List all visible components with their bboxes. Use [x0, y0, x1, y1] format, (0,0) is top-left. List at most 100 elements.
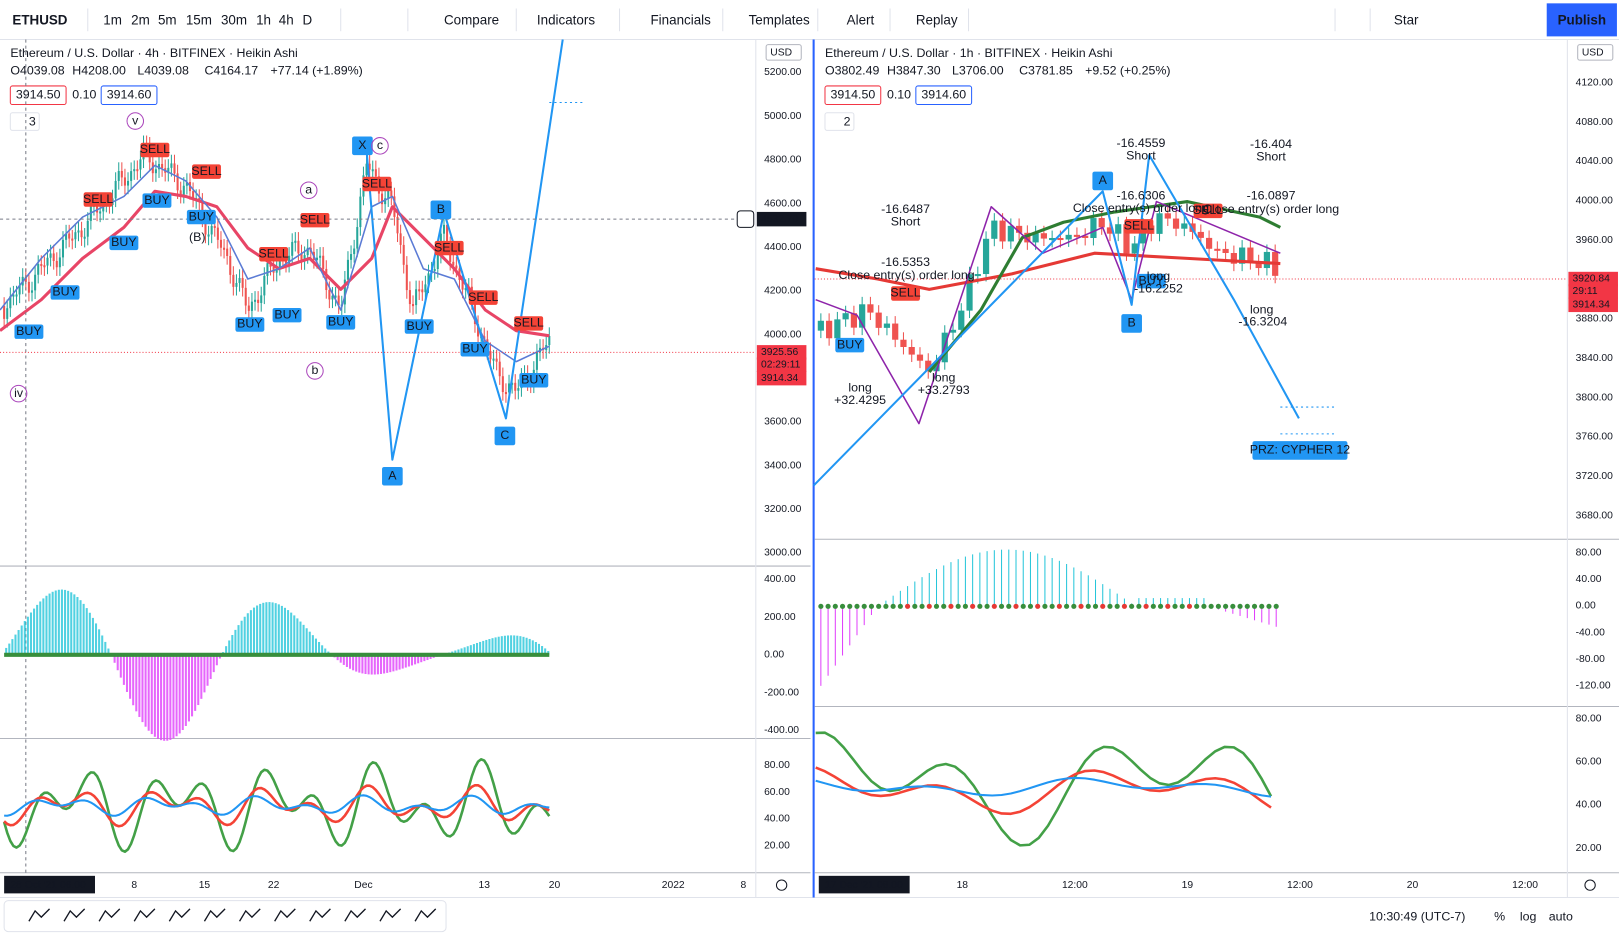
signal-dot	[839, 603, 846, 609]
histogram-bar	[277, 604, 280, 655]
bid-price[interactable]: 3914.50	[830, 88, 875, 102]
bid-price[interactable]: 3914.50	[16, 88, 61, 102]
sell-label: SELL	[514, 316, 544, 330]
time-tick: 8	[131, 880, 137, 891]
time-start: 17 Dec '21 08:00	[825, 880, 903, 891]
tool-icon[interactable]	[203, 908, 226, 922]
tool-icon[interactable]	[309, 908, 331, 922]
histogram-bar	[138, 654, 141, 717]
sell-label-bg	[140, 142, 170, 158]
interval[interactable]: 15m	[186, 12, 212, 27]
price-tick: 4080.00	[1576, 117, 1614, 128]
crosshair-button[interactable]	[736, 210, 755, 228]
histogram-bar	[469, 645, 472, 655]
candle	[991, 220, 998, 239]
histogram-bar	[379, 654, 383, 674]
interval[interactable]: 2m	[131, 12, 150, 27]
signal-dot	[1035, 603, 1041, 609]
settings-icon[interactable]	[1584, 879, 1596, 891]
countdown: 29:11	[1573, 286, 1598, 297]
histogram-bar	[491, 638, 494, 655]
study-toggle[interactable]	[9, 112, 40, 131]
wave-label: (B)	[189, 230, 206, 244]
tool-icon[interactable]	[414, 908, 437, 922]
interval[interactable]: 1m	[103, 12, 122, 27]
candle	[517, 388, 520, 391]
tool-icon[interactable]	[133, 908, 156, 922]
study-count[interactable]: 2	[844, 114, 851, 128]
log-toggle[interactable]: log	[1520, 909, 1537, 923]
currency-box[interactable]	[765, 44, 802, 61]
histogram-bar	[70, 592, 73, 655]
candle	[455, 265, 458, 269]
currency[interactable]: USD	[770, 48, 792, 59]
publish-button[interactable]	[1546, 3, 1617, 37]
last-price-bg	[756, 345, 807, 360]
signal-dot	[1006, 603, 1012, 609]
percent-toggle[interactable]: %	[1494, 909, 1505, 923]
compare-button[interactable]: Compare	[444, 12, 499, 27]
osc-tick: 400.00	[764, 574, 796, 585]
financials-button[interactable]: Financials	[650, 12, 711, 27]
rsi-line	[815, 766, 1272, 816]
candle	[306, 247, 309, 256]
interval[interactable]: 5m	[158, 12, 177, 27]
interval[interactable]: 4h	[279, 12, 294, 27]
currency[interactable]: USD	[1582, 48, 1604, 59]
templates-button[interactable]: Templates	[749, 12, 810, 27]
interval[interactable]: D	[303, 12, 313, 27]
histogram-bar	[426, 654, 429, 661]
histogram-bar	[125, 654, 129, 692]
candle	[892, 323, 899, 340]
study-count[interactable]: 3	[29, 114, 36, 128]
rsi-line	[4, 794, 550, 817]
interval[interactable]: 30m	[221, 12, 247, 27]
histogram-bar	[352, 654, 355, 671]
signal-dot	[1085, 603, 1091, 609]
candle	[415, 289, 418, 306]
ask-price[interactable]: 3914.60	[107, 88, 152, 102]
candle	[1024, 232, 1031, 243]
settings-icon[interactable]	[775, 879, 788, 891]
histogram-bar	[311, 635, 314, 655]
signal-dot	[1042, 603, 1048, 609]
alert-button[interactable]: Alert	[847, 12, 875, 27]
star-button[interactable]: Star	[1394, 12, 1419, 27]
tool-icon[interactable]	[274, 908, 296, 922]
auto-toggle[interactable]: auto	[1549, 909, 1573, 923]
histogram-bar	[463, 647, 466, 655]
candle	[80, 230, 83, 238]
tool-icon[interactable]	[63, 908, 86, 922]
candle	[424, 284, 427, 293]
histogram-bar	[91, 617, 94, 655]
symbol[interactable]: ETHUSD	[12, 12, 67, 27]
indicators-button[interactable]: Indicators	[537, 12, 595, 27]
candle	[170, 163, 173, 168]
candle	[859, 304, 866, 328]
study-toggle[interactable]	[824, 112, 855, 131]
buy-label: BUY	[837, 337, 862, 351]
histogram-bar	[64, 589, 67, 655]
candle	[842, 313, 849, 320]
tool-icon[interactable]	[379, 908, 402, 922]
candle	[390, 190, 393, 197]
buy-label-bg	[1136, 273, 1166, 289]
tool-icon[interactable]	[98, 908, 121, 922]
time-start: 28 Oct '21 06:00	[10, 880, 86, 891]
time-tick: Dec	[354, 880, 372, 891]
interval[interactable]: 1h	[256, 12, 271, 27]
tool-icon[interactable]	[28, 908, 51, 922]
publish-label[interactable]: Publish	[1558, 12, 1606, 27]
currency-box[interactable]	[1577, 44, 1614, 61]
histogram-bar	[370, 654, 373, 675]
tool-icon[interactable]	[238, 908, 261, 922]
candle	[402, 244, 405, 265]
replay-button[interactable]: Replay	[916, 12, 958, 27]
tool-icon[interactable]	[344, 908, 366, 922]
ask-price[interactable]: 3914.60	[921, 88, 966, 102]
osc-tick: -40.00	[1576, 627, 1606, 638]
histogram-bar	[36, 604, 39, 655]
histogram-bar	[88, 612, 91, 655]
tool-icon[interactable]	[168, 908, 191, 922]
